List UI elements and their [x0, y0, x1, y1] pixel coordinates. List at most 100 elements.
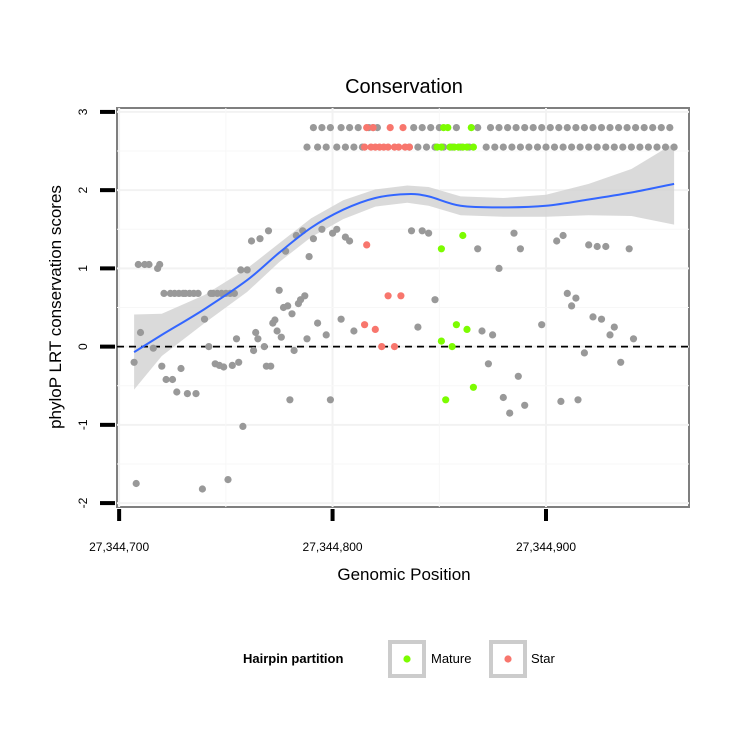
confidence-ribbon — [134, 143, 675, 390]
point-other-17 — [177, 364, 185, 373]
point-other-104 — [568, 302, 576, 310]
point-mature-2 — [442, 396, 450, 404]
point-other-58 — [277, 333, 285, 341]
point-other-171 — [580, 124, 589, 132]
point-other-165 — [555, 124, 563, 132]
smooth-confidence-band — [134, 143, 675, 390]
point-other-26 — [200, 315, 209, 323]
y-tick-label-0: -2 — [76, 497, 90, 508]
point-other-70 — [303, 335, 311, 343]
point-other-91 — [489, 331, 497, 339]
point-other-96 — [514, 372, 522, 380]
point-other-147 — [474, 124, 482, 132]
y-tick-label-5: 3 — [76, 108, 90, 115]
point-other-177 — [606, 124, 614, 132]
point-other-138 — [422, 143, 431, 151]
point-other-50 — [260, 343, 268, 351]
y-axis-label: phyloP LRT conservation scores — [46, 185, 65, 429]
point-other-3 — [136, 328, 145, 337]
point-other-114 — [610, 323, 618, 331]
point-other-110 — [593, 242, 601, 251]
point-mature-18 — [469, 143, 477, 151]
point-other-46 — [250, 346, 258, 355]
point-other-79 — [337, 315, 345, 323]
point-other-108 — [585, 241, 593, 249]
point-other-53 — [267, 362, 275, 370]
point-other-85 — [418, 227, 426, 235]
point-other-117 — [629, 335, 638, 343]
point-mature-3 — [448, 343, 456, 351]
point-other-148 — [482, 143, 490, 151]
legend: Hairpin partition Mature Star — [243, 640, 556, 678]
point-other-127 — [346, 124, 354, 132]
y-tick-label-1: -1 — [76, 419, 90, 430]
point-other-129 — [354, 124, 362, 132]
point-other-25 — [198, 485, 206, 493]
point-other-174 — [593, 143, 601, 151]
point-other-172 — [585, 143, 593, 151]
point-other-20 — [183, 390, 191, 398]
point-other-158 — [525, 143, 533, 151]
point-other-160 — [533, 143, 542, 151]
point-other-113 — [606, 331, 614, 339]
y-axis: -2 -1 0 1 2 3 — [76, 108, 115, 508]
legend-title: Hairpin partition — [243, 651, 343, 666]
grid-lines — [117, 108, 689, 507]
point-other-115 — [617, 358, 625, 366]
point-other-64 — [290, 346, 298, 355]
point-other-27 — [205, 343, 213, 351]
point-other-116 — [625, 245, 633, 253]
point-star-17 — [395, 143, 403, 151]
point-star-0 — [363, 241, 371, 249]
point-other-71 — [305, 253, 313, 261]
point-other-190 — [661, 143, 670, 151]
point-star-8 — [363, 124, 371, 132]
point-other-192 — [670, 143, 678, 151]
point-star-5 — [390, 343, 399, 351]
point-other-136 — [414, 143, 422, 151]
point-star-10 — [369, 124, 377, 132]
point-other-106 — [574, 396, 582, 404]
point-other-175 — [597, 124, 606, 132]
y-tick-label-4: 2 — [76, 186, 90, 193]
point-other-89 — [478, 327, 486, 335]
point-other-128 — [350, 143, 358, 151]
legend-dot-mature — [403, 655, 411, 663]
point-other-120 — [314, 143, 322, 151]
point-other-97 — [516, 245, 525, 253]
point-other-82 — [350, 327, 358, 335]
point-other-63 — [288, 310, 296, 318]
point-other-45 — [247, 237, 256, 245]
point-other-139 — [427, 124, 435, 132]
point-other-178 — [610, 143, 618, 151]
data-points — [130, 124, 678, 493]
point-other-166 — [559, 143, 567, 151]
point-other-180 — [619, 143, 627, 151]
point-other-76 — [326, 396, 334, 404]
point-other-151 — [495, 124, 503, 132]
point-other-119 — [309, 124, 317, 132]
point-other-163 — [546, 124, 554, 132]
point-other-61 — [284, 302, 292, 310]
point-other-176 — [602, 143, 610, 151]
point-other-109 — [589, 313, 597, 321]
point-star-14 — [384, 143, 392, 151]
point-other-188 — [653, 143, 661, 151]
chart-title: Conservation — [345, 76, 463, 98]
point-other-87 — [431, 296, 439, 304]
point-other-40 — [232, 335, 241, 343]
point-star-20 — [405, 143, 413, 151]
x-tick-label-2: 27,344,900 — [516, 540, 576, 554]
point-other-86 — [425, 229, 433, 237]
point-other-150 — [491, 143, 499, 151]
point-other-13 — [168, 375, 177, 384]
point-other-156 — [516, 143, 525, 151]
point-other-135 — [410, 124, 418, 132]
point-other-105 — [572, 294, 580, 302]
point-other-78 — [333, 225, 341, 233]
point-other-102 — [559, 231, 567, 240]
legend-dot-star — [504, 655, 512, 663]
point-other-111 — [597, 315, 606, 323]
point-other-185 — [640, 124, 648, 132]
point-other-152 — [499, 143, 507, 151]
